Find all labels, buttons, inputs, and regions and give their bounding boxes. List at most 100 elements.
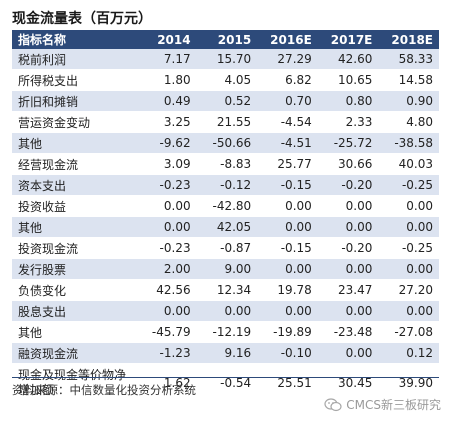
- header-year: 2016E: [257, 30, 318, 49]
- row-value: 0.70: [257, 90, 318, 112]
- table-row: 其他 -9.62 -50.66 -4.51 -25.72 -38.58: [12, 132, 439, 154]
- row-value: 30.66: [317, 153, 379, 175]
- row-value: 6.82: [257, 69, 318, 91]
- row-value: 0.12: [378, 342, 439, 364]
- row-value: 0.49: [136, 90, 197, 112]
- row-value: 4.80: [378, 111, 439, 133]
- row-value: 2.33: [317, 111, 379, 133]
- row-value: -0.23: [136, 237, 197, 259]
- header-year: 2014: [136, 30, 197, 49]
- row-value: 4.05: [196, 69, 258, 91]
- row-value: 0.00: [378, 300, 439, 322]
- row-value: -8.83: [196, 153, 258, 175]
- row-value: 7.17: [136, 49, 197, 70]
- row-value: -0.10: [257, 342, 318, 364]
- row-value: -0.25: [378, 174, 439, 196]
- table-row: 投资收益 0.00 -42.80 0.00 0.00 0.00: [12, 195, 439, 217]
- source-divider: [12, 377, 439, 378]
- row-value: 0.00: [257, 216, 318, 238]
- row-value: -1.23: [136, 342, 197, 364]
- row-value: -9.62: [136, 132, 197, 154]
- table-row: 营运资金变动 3.25 21.55 -4.54 2.33 4.80: [12, 111, 439, 133]
- row-value: 2.00: [136, 258, 197, 280]
- table-row: 折旧和摊销 0.49 0.52 0.70 0.80 0.90: [12, 90, 439, 112]
- table-row: 投资现金流 -0.23 -0.87 -0.15 -0.20 -0.25: [12, 237, 439, 259]
- row-label: 所得税支出: [12, 69, 136, 91]
- row-value: 0.00: [317, 342, 379, 364]
- row-value: -12.19: [196, 321, 258, 343]
- row-value: 0.52: [196, 90, 258, 112]
- row-value: 3.09: [136, 153, 197, 175]
- row-value: -4.54: [257, 111, 318, 133]
- table-title: 现金流量表（百万元）: [12, 11, 152, 27]
- row-value: 0.00: [317, 216, 379, 238]
- row-value: 0.00: [257, 258, 318, 280]
- row-value: 1.62: [136, 363, 197, 403]
- header-year: 2018E: [378, 30, 439, 49]
- row-value: -50.66: [196, 132, 258, 154]
- row-value: -0.20: [317, 174, 379, 196]
- row-value: 0.00: [317, 300, 379, 322]
- row-value: 0.00: [136, 216, 197, 238]
- row-label: 资本支出: [12, 174, 136, 196]
- row-value: -0.54: [196, 363, 258, 403]
- row-label: 税前利润: [12, 49, 136, 70]
- row-value: -4.51: [257, 132, 318, 154]
- row-value: 39.90: [378, 363, 439, 403]
- row-value: 9.00: [196, 258, 258, 280]
- row-label: 其他: [12, 321, 136, 343]
- row-label: 发行股票: [12, 258, 136, 280]
- row-value: 42.05: [196, 216, 258, 238]
- row-value: -23.48: [317, 321, 379, 343]
- table-row: 发行股票 2.00 9.00 0.00 0.00 0.00: [12, 258, 439, 280]
- table-row: 负债变化 42.56 12.34 19.78 23.47 27.20: [12, 279, 439, 301]
- source-note: 资料来源：中信数量化投资分析系统: [12, 383, 196, 397]
- table-row: 现金及现金等价物净增加额 1.62 -0.54 25.51 30.45 39.90: [12, 363, 439, 403]
- row-value: 0.00: [317, 258, 379, 280]
- row-value: -19.89: [257, 321, 318, 343]
- row-value: 1.80: [136, 69, 197, 91]
- table-row: 所得税支出 1.80 4.05 6.82 10.65 14.58: [12, 69, 439, 91]
- watermark-text: CMCS新三板研究: [346, 398, 441, 412]
- row-value: 27.20: [378, 279, 439, 301]
- row-value: 0.00: [378, 258, 439, 280]
- row-value: 0.00: [257, 300, 318, 322]
- row-value: 30.45: [317, 363, 379, 403]
- row-value: 21.55: [196, 111, 258, 133]
- row-label: 其他: [12, 132, 136, 154]
- row-value: 0.00: [136, 300, 197, 322]
- header-year: 2017E: [317, 30, 379, 49]
- cash-flow-table: 指标名称 2014 2015 2016E 2017E 2018E 税前利润 7.1…: [12, 30, 439, 403]
- row-value: 0.00: [378, 216, 439, 238]
- table-row: 其他 0.00 42.05 0.00 0.00 0.00: [12, 216, 439, 238]
- row-value: 25.77: [257, 153, 318, 175]
- header-year: 2015: [196, 30, 258, 49]
- row-label: 其他: [12, 216, 136, 238]
- row-value: -0.20: [317, 237, 379, 259]
- row-value: 0.00: [196, 300, 258, 322]
- row-value: -27.08: [378, 321, 439, 343]
- row-value: 0.00: [136, 195, 197, 217]
- table-row: 股息支出 0.00 0.00 0.00 0.00 0.00: [12, 300, 439, 322]
- row-value: -0.23: [136, 174, 197, 196]
- row-label: 投资现金流: [12, 237, 136, 259]
- row-value: -38.58: [378, 132, 439, 154]
- row-value: -0.12: [196, 174, 258, 196]
- row-label: 经营现金流: [12, 153, 136, 175]
- row-value: 25.51: [257, 363, 318, 403]
- row-value: -45.79: [136, 321, 197, 343]
- table-header-row: 指标名称 2014 2015 2016E 2017E 2018E: [12, 30, 439, 49]
- row-value: 10.65: [317, 69, 379, 91]
- watermark: CMCS新三板研究: [324, 396, 441, 413]
- table-row: 经营现金流 3.09 -8.83 25.77 30.66 40.03: [12, 153, 439, 175]
- row-value: 0.90: [378, 90, 439, 112]
- table-row: 融资现金流 -1.23 9.16 -0.10 0.00 0.12: [12, 342, 439, 364]
- row-value: -0.15: [257, 174, 318, 196]
- row-label: 融资现金流: [12, 342, 136, 364]
- row-label: 营运资金变动: [12, 111, 136, 133]
- table-row: 资本支出 -0.23 -0.12 -0.15 -0.20 -0.25: [12, 174, 439, 196]
- row-value: 0.80: [317, 90, 379, 112]
- row-value: 15.70: [196, 49, 258, 70]
- row-value: -25.72: [317, 132, 379, 154]
- row-value: 23.47: [317, 279, 379, 301]
